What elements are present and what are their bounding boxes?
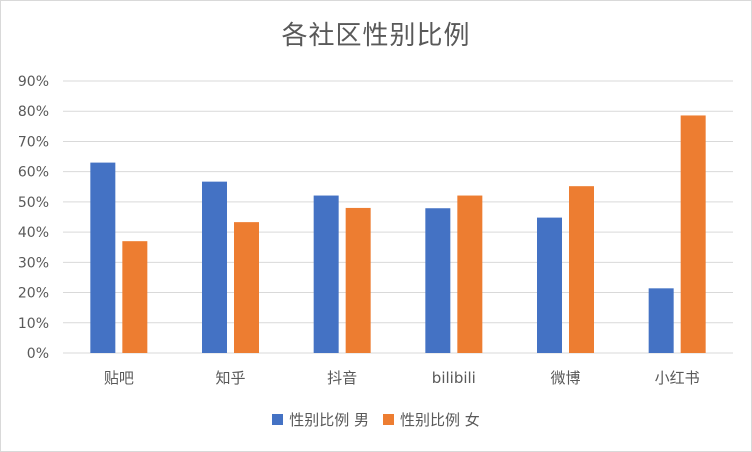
y-tick-label: 90%: [18, 74, 49, 90]
bar-female-4: [569, 186, 594, 353]
bar-female-1: [234, 222, 259, 353]
y-tick-label: 60%: [18, 165, 49, 181]
bar-male-5: [648, 288, 674, 353]
chart-title: 各社区性别比例: [281, 21, 471, 51]
bar-female-2: [345, 207, 371, 353]
bar-female-0: [122, 241, 148, 353]
x-tick-label: 微博: [550, 369, 580, 387]
x-tick-label: 小红书: [655, 369, 700, 387]
bar-male-2: [313, 195, 339, 353]
legend-swatch-female: [383, 414, 394, 425]
legend-swatch-male: [272, 414, 284, 425]
legend-item-female: 性别比例 女: [383, 409, 480, 430]
y-tick-label: 80%: [18, 104, 49, 120]
y-tick-label: 0%: [27, 346, 49, 362]
x-tick-label: bilibili: [432, 369, 476, 387]
x-tick-label: 抖音: [327, 369, 357, 387]
bar-female-5: [680, 115, 706, 353]
bar-male-4: [537, 217, 562, 353]
y-tick-label: 20%: [18, 286, 49, 302]
bar-male-0: [90, 162, 116, 353]
bar-male-1: [202, 181, 227, 353]
y-tick-label: 30%: [18, 255, 49, 271]
x-tick-label: 贴吧: [104, 369, 134, 387]
x-tick-label: 知乎: [215, 369, 245, 387]
legend: 性别比例 男 性别比例 女: [1, 409, 751, 430]
legend-label-female: 性别比例 女: [400, 411, 480, 429]
y-tick-label: 70%: [18, 134, 49, 150]
bar-male-3: [425, 208, 451, 353]
y-tick-label: 50%: [18, 195, 49, 211]
legend-label-male: 性别比例 男: [289, 411, 369, 429]
y-tick-label: 10%: [18, 316, 49, 332]
legend-item-male: 性别比例 男: [272, 409, 369, 430]
y-tick-label: 40%: [18, 225, 49, 241]
bar-female-3: [457, 195, 483, 353]
